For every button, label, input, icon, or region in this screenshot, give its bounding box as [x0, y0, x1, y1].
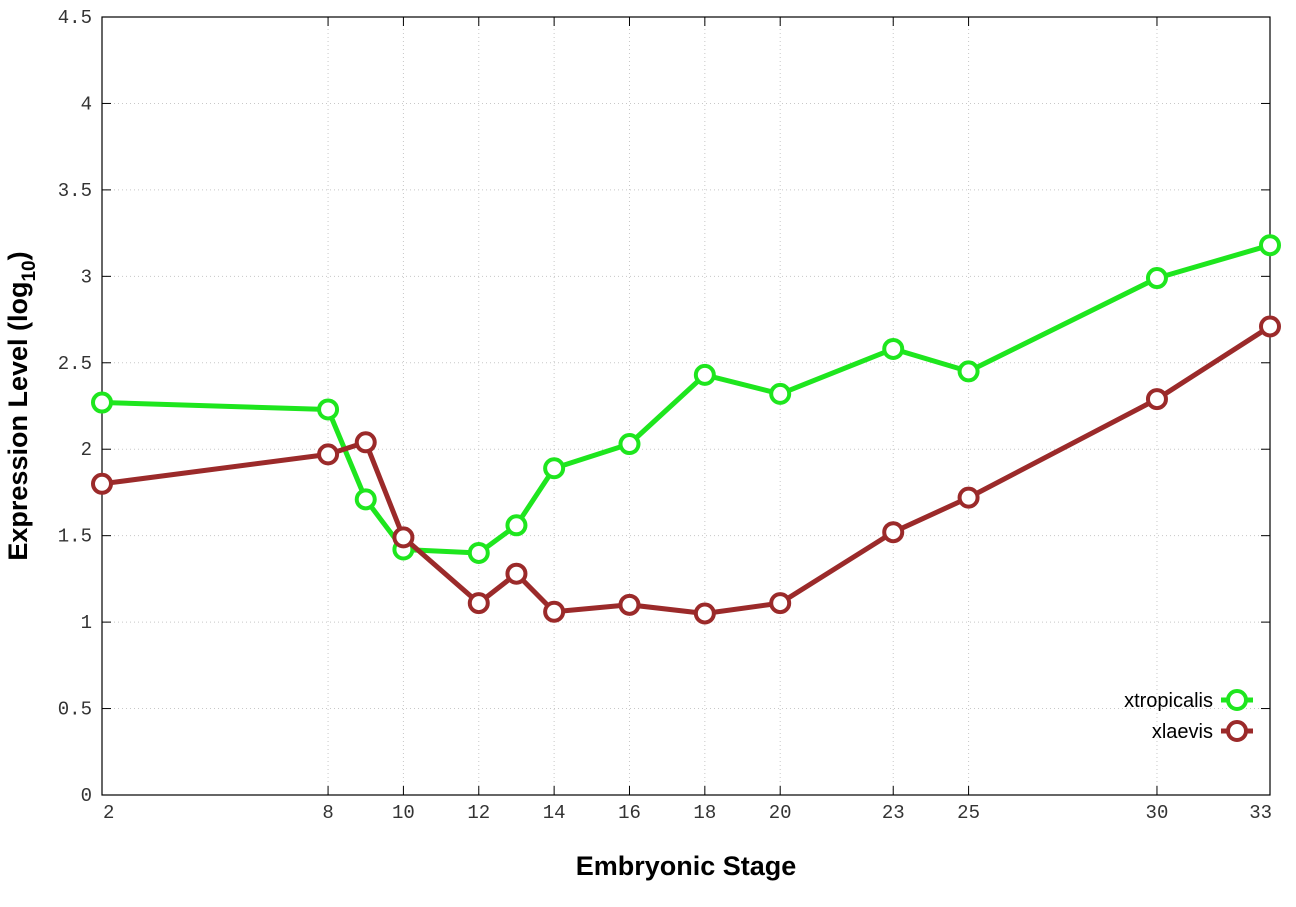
x-tick-label: 18 — [693, 802, 716, 824]
x-tick-label: 10 — [392, 802, 415, 824]
data-point — [957, 486, 980, 509]
y-tick-label: 4 — [81, 93, 92, 115]
x-tick-label: 25 — [957, 802, 980, 824]
data-point — [769, 382, 792, 405]
series-layer — [91, 234, 1281, 625]
data-point — [957, 360, 980, 383]
y-tick-label: 3.5 — [58, 180, 92, 202]
data-point — [882, 337, 905, 360]
y-axis-title: Expression Level (log10) — [3, 251, 40, 560]
data-point — [1259, 234, 1281, 257]
series-line — [101, 242, 1271, 556]
x-tick-label: 33 — [1249, 802, 1272, 824]
x-tick-label: 20 — [769, 802, 792, 824]
data-point — [1145, 388, 1168, 411]
data-point — [693, 363, 716, 386]
y-tick-label: 3 — [81, 266, 92, 288]
x-tick-label: 23 — [882, 802, 905, 824]
legend-label: xlaevis — [1152, 721, 1213, 743]
y-tick-label: 0.5 — [58, 699, 92, 721]
y-tick-label: 1.5 — [58, 526, 92, 548]
y-tick-label: 2 — [81, 439, 92, 461]
data-point — [543, 457, 566, 480]
data-point — [392, 526, 415, 549]
data-point — [693, 602, 716, 625]
data-point — [543, 600, 566, 623]
x-tick-label: 30 — [1146, 802, 1169, 824]
data-point — [467, 541, 490, 564]
data-point — [317, 443, 340, 466]
x-tick-label: 12 — [467, 802, 490, 824]
data-point — [882, 521, 905, 544]
grid-lines — [102, 17, 1270, 795]
data-point — [91, 472, 113, 495]
data-point — [505, 514, 528, 537]
data-point — [467, 592, 490, 615]
y-axis-title-subscript: 10 — [19, 260, 40, 281]
series-xtropicalis — [91, 234, 1281, 564]
data-point — [769, 592, 792, 615]
series-xlaevis — [91, 315, 1281, 625]
y-tick-label: 2.5 — [58, 353, 92, 375]
x-tick-label: 8 — [322, 802, 333, 824]
data-point — [1145, 267, 1168, 290]
y-tick-label: 1 — [81, 612, 92, 634]
x-tick-label: 16 — [618, 802, 641, 824]
y-tick-label: 0 — [81, 785, 92, 807]
y-axis-title-close: ) — [3, 251, 33, 260]
y-tick-label: 4.5 — [58, 7, 92, 29]
legend: xtropicalis xlaevis — [1124, 689, 1253, 743]
legend-label: xtropicalis — [1124, 690, 1213, 712]
legend-swatch-marker — [1226, 720, 1248, 742]
series-line — [101, 324, 1272, 616]
x-tick-label: 2 — [103, 802, 114, 824]
data-point — [1259, 315, 1281, 338]
x-tick-label: 14 — [543, 802, 566, 824]
data-point — [354, 488, 377, 511]
legend-swatch-marker — [1226, 689, 1248, 711]
data-point — [505, 562, 528, 585]
data-point — [317, 398, 340, 421]
data-point — [91, 391, 113, 414]
x-axis-title: Embryonic Stage — [576, 851, 797, 881]
data-point — [618, 433, 641, 456]
axis-ticks: 0 0.5 1 1.5 2 2.5 3 3.5 4 4.5 2 8 10 12 14 16 18 20 23 25 30… — [58, 7, 1272, 824]
data-point — [618, 593, 641, 616]
data-point — [354, 431, 377, 454]
